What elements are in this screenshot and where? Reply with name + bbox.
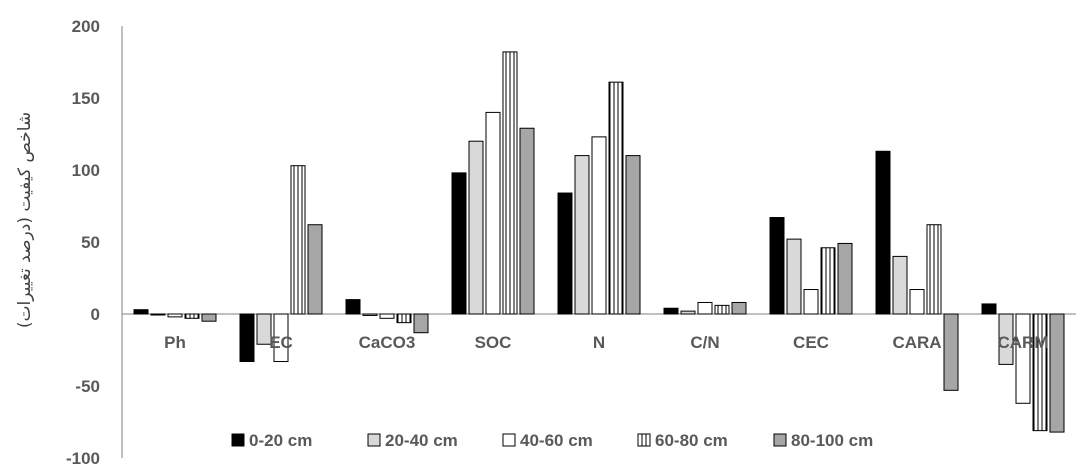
- legend-label: 0-20 cm: [249, 431, 312, 450]
- y-tick-label: -100: [66, 449, 100, 464]
- bar-cara-20-40cm: [892, 255, 908, 315]
- bar-soc-0-20cm: [451, 172, 467, 315]
- bar-cara-40-60cm: [909, 289, 925, 315]
- bar-carm-20-40cm: [998, 313, 1014, 365]
- bar-carm-60-80cm: [1032, 313, 1048, 432]
- bar-ec-20-40cm: [256, 313, 272, 345]
- bar-carm-0-20cm: [981, 303, 997, 315]
- bar-cn-0-20cm: [663, 307, 679, 315]
- y-tick-label: 150: [72, 89, 100, 108]
- bar-cara-60-80cm: [926, 224, 942, 315]
- bar-cec-80-100cm: [837, 242, 853, 315]
- category-label: Ph: [164, 333, 186, 352]
- y-tick-label: -50: [75, 377, 100, 396]
- legend: 0-20 cm 20-40 cm 40-60 cm 60-80 cm 80-100 cm: [231, 431, 873, 450]
- legend-swatch: [773, 433, 787, 447]
- legend-swatch: [367, 433, 381, 447]
- bar-ec-80-100cm: [307, 224, 323, 315]
- y-axis-title: شاخص کیفیت (درصد تغییرات): [15, 112, 35, 328]
- bar-soc-80-100cm: [519, 127, 535, 315]
- bar-caco3-60-80cm: [396, 313, 412, 324]
- category-labels: Ph EC CaCO3 SOC N C/N CEC CARA CARM: [164, 333, 1048, 352]
- bar-ph-40-60cm: [167, 313, 183, 318]
- category-label: N: [593, 333, 605, 352]
- bar-caco3-0-20cm: [345, 299, 361, 315]
- bar-n-80-100cm: [625, 155, 641, 315]
- bar-cec-60-80cm: [820, 247, 836, 315]
- bar-n-40-60cm: [591, 136, 607, 315]
- category-label: CARA: [892, 333, 941, 352]
- bar-caco3-20-40cm: [362, 313, 378, 316]
- bar-n-0-20cm: [557, 192, 573, 315]
- bar-n-20-40cm: [574, 155, 590, 315]
- category-label: CEC: [793, 333, 829, 352]
- legend-label: 60-80 cm: [655, 431, 728, 450]
- legend-swatch: [637, 433, 651, 447]
- legend-label: 20-40 cm: [385, 431, 458, 450]
- bar-cec-40-60cm: [803, 289, 819, 315]
- bar-carm-80-100cm: [1049, 313, 1065, 433]
- bar-soc-40-60cm: [485, 111, 501, 315]
- bar-cec-20-40cm: [786, 238, 802, 315]
- legend-swatch: [231, 433, 245, 447]
- bar-cn-40-60cm: [697, 301, 713, 315]
- bar-ph-60-80cm: [184, 313, 200, 319]
- y-tick-label: 200: [72, 17, 100, 36]
- bar-cn-20-40cm: [680, 310, 696, 315]
- bar-ec-0-20cm: [239, 313, 255, 363]
- bar-cn-60-80cm: [714, 304, 730, 315]
- bar-carm-40-60cm: [1015, 313, 1031, 404]
- bar-soc-20-40cm: [468, 140, 484, 315]
- bar-ec-60-80cm: [290, 165, 306, 315]
- bar-ph-20-40cm: [150, 313, 166, 316]
- legend-swatch: [502, 433, 516, 447]
- bar-cara-0-20cm: [875, 150, 891, 315]
- y-tick-label: 100: [72, 161, 100, 180]
- bar-cec-0-20cm: [769, 217, 785, 315]
- y-tick-label: 0: [91, 305, 100, 324]
- bar-caco3-80-100cm: [413, 313, 429, 334]
- category-label: SOC: [475, 333, 512, 352]
- legend-label: 80-100 cm: [791, 431, 873, 450]
- legend-label: 40-60 cm: [520, 431, 593, 450]
- bar-ec-40-60cm: [273, 313, 289, 363]
- category-label: EC: [269, 333, 293, 352]
- category-label: C/N: [690, 333, 719, 352]
- y-tick-label: 50: [81, 233, 100, 252]
- bar-caco3-40-60cm: [379, 313, 395, 319]
- bars-group: [133, 51, 1065, 433]
- bar-ph-0-20cm: [133, 309, 149, 315]
- category-label: CaCO3: [359, 333, 416, 352]
- bar-soc-60-80cm: [502, 51, 518, 315]
- bar-cara-80-100cm: [943, 313, 959, 391]
- category-label: CARM: [998, 333, 1049, 352]
- bar-cn-80-100cm: [731, 301, 747, 315]
- bar-ph-80-100cm: [201, 313, 217, 322]
- y-axis-ticks: -100 -50 0 50 100 150 200: [66, 17, 100, 464]
- bar-n-60-80cm: [608, 81, 624, 315]
